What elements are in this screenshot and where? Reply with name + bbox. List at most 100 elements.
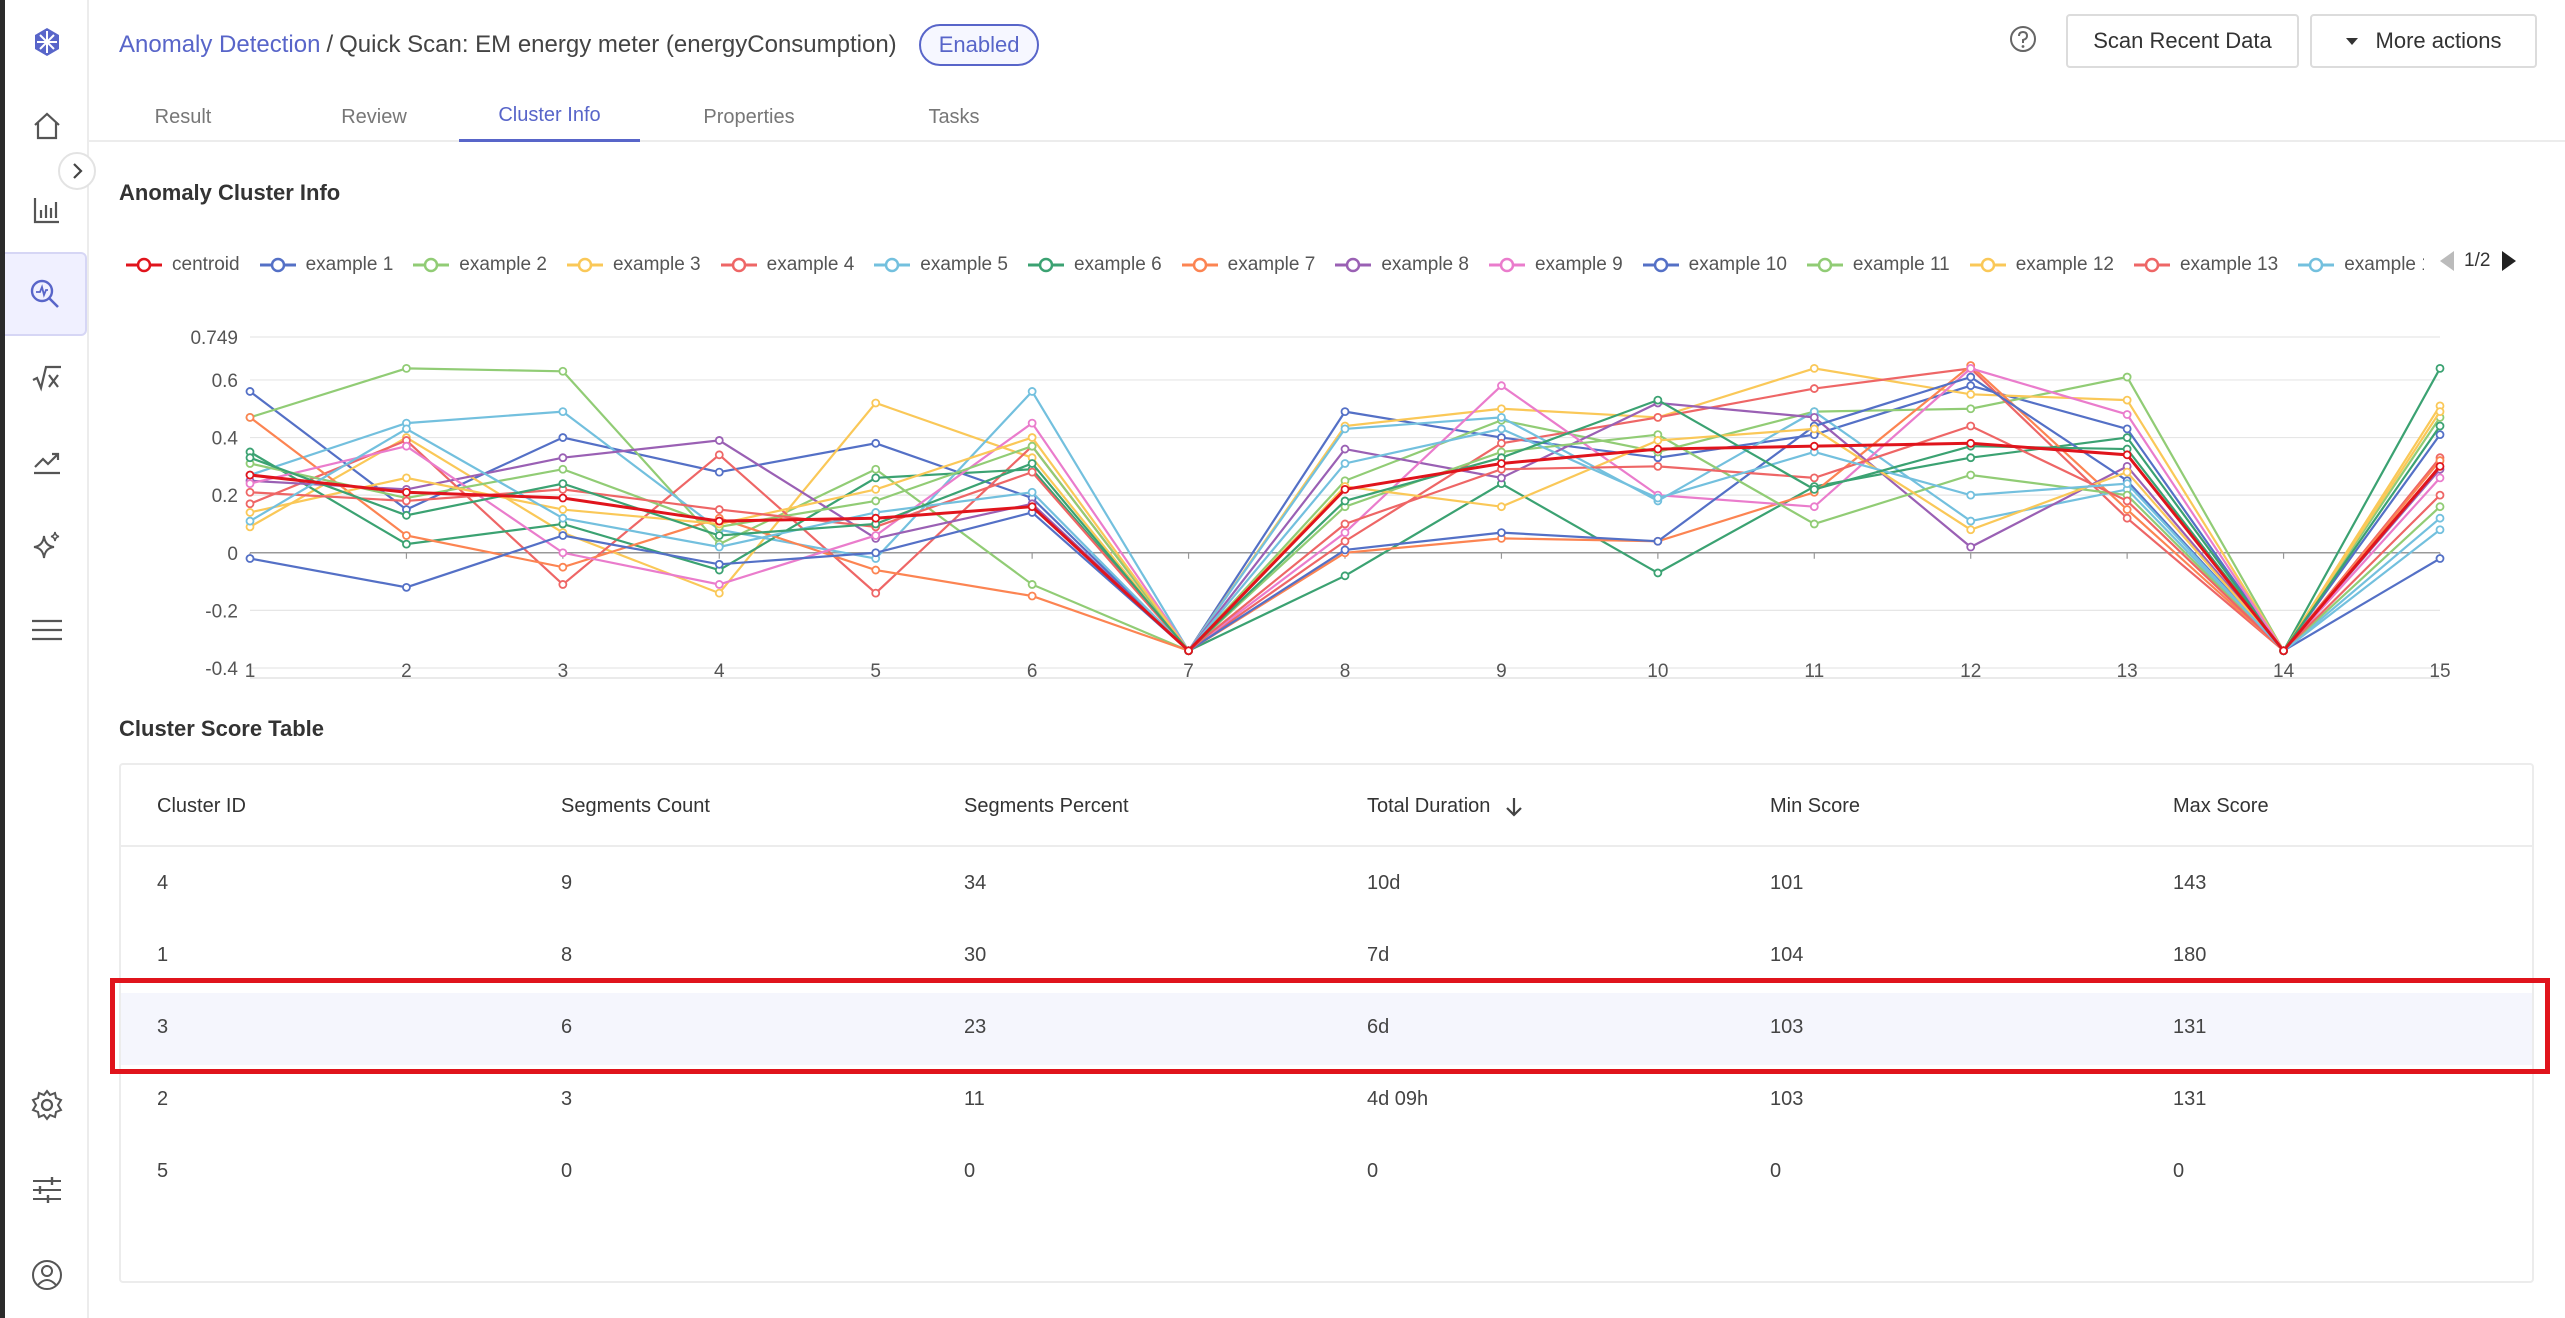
gear-icon[interactable] <box>5 1063 89 1147</box>
data-point <box>1966 490 1976 500</box>
legend-item[interactable]: example 6 <box>1026 254 1162 276</box>
data-point <box>1809 424 1819 434</box>
more-actions-button[interactable]: More actions <box>2310 14 2537 68</box>
data-point <box>245 516 255 526</box>
column-header-label: Min Score <box>1770 795 1861 817</box>
column-header[interactable]: Segments Count <box>561 795 710 818</box>
user-icon[interactable] <box>5 1233 89 1317</box>
data-point <box>1966 453 1976 463</box>
data-point <box>245 387 255 396</box>
sliders-icon[interactable] <box>5 1148 89 1232</box>
column-header[interactable]: Cluster ID <box>157 795 246 818</box>
data-point <box>2122 410 2132 419</box>
legend-item[interactable]: example 13 <box>2132 254 2278 276</box>
data-point <box>1966 381 1976 391</box>
bar-chart-icon[interactable] <box>5 168 89 252</box>
legend-line-marker-icon <box>2298 257 2335 273</box>
legend-item[interactable]: example 9 <box>1487 254 1623 276</box>
tab-result[interactable]: Result <box>154 105 212 128</box>
table-cell: 6 <box>561 1016 573 1038</box>
data-point <box>2122 433 2132 442</box>
legend-label: example 2 <box>459 254 547 275</box>
data-point <box>871 588 881 598</box>
legend-item[interactable]: example 4 <box>719 254 854 276</box>
table-cell: 3 <box>157 1016 169 1038</box>
chevron-right-icon <box>73 163 83 179</box>
legend-item[interactable]: example 7 <box>1180 254 1316 276</box>
tab-tasks[interactable]: Tasks <box>928 105 980 128</box>
data-point <box>1340 407 1350 417</box>
legend-item[interactable]: example 12 <box>1968 254 2114 276</box>
data-point <box>1966 389 1976 399</box>
legend-label: example 5 <box>920 254 1008 275</box>
data-point <box>1027 387 1037 396</box>
x-tick-label: 3 <box>558 661 569 682</box>
tab-properties[interactable]: Properties <box>703 105 795 128</box>
data-point <box>245 453 255 463</box>
legend-prev-icon[interactable] <box>2440 251 2454 271</box>
data-point <box>2435 364 2445 373</box>
sort-descending-icon[interactable] <box>1504 796 1524 818</box>
data-point <box>871 513 881 523</box>
table-row[interactable]: 1 8 30 7d 104 180 <box>121 921 2532 993</box>
table-cell: 3 <box>561 1088 573 1110</box>
breadcrumb-link-anomaly-detection[interactable]: Anomaly Detection <box>119 31 321 58</box>
data-point <box>2435 513 2445 523</box>
data-point <box>1340 424 1350 434</box>
sparkle-icon[interactable] <box>5 504 89 588</box>
x-tick-label: 15 <box>2429 661 2450 682</box>
data-point <box>2122 513 2132 523</box>
legend-item[interactable]: example 10 <box>1641 254 1787 276</box>
legend-label: example 7 <box>1227 254 1316 275</box>
table-row[interactable]: 3 6 23 6d 103 131 <box>121 993 2532 1065</box>
scan-recent-data-button[interactable]: Scan Recent Data <box>2066 14 2299 68</box>
legend-item[interactable]: example 8 <box>1333 254 1469 276</box>
trend-icon[interactable] <box>5 420 89 504</box>
x-tick-label: 8 <box>1340 661 1351 682</box>
table-header-row: Cluster ID Segments Count Segments Percent… <box>121 765 2532 847</box>
data-point <box>245 554 255 563</box>
home-icon[interactable] <box>5 84 89 168</box>
help-icon[interactable] <box>2008 24 2038 54</box>
legend-item[interactable]: example 5 <box>872 254 1008 276</box>
data-point <box>1497 438 1506 448</box>
table-row[interactable]: 4 9 34 10d 101 143 <box>121 849 2532 921</box>
anomaly-search-icon[interactable] <box>5 252 87 336</box>
sidebar-expand-button[interactable] <box>58 152 96 190</box>
column-header[interactable]: Min Score <box>1770 795 1860 818</box>
data-point <box>402 582 411 592</box>
legend-item[interactable]: example 1 <box>258 254 393 276</box>
tab-cluster-info[interactable]: Cluster Info <box>459 92 640 142</box>
logo-icon[interactable] <box>5 0 89 84</box>
table-row[interactable]: 5 0 0 0 0 0 <box>121 1137 2532 1209</box>
data-point <box>1809 412 1819 422</box>
column-header[interactable]: Total Duration <box>1367 795 1524 818</box>
legend-item[interactable]: example 3 <box>565 254 701 276</box>
data-point <box>2279 646 2288 656</box>
tab-review[interactable]: Review <box>341 105 407 128</box>
legend-item[interactable]: example 2 <box>411 254 547 276</box>
legend-item[interactable]: example 14 <box>2296 254 2424 276</box>
table-cell: 11 <box>964 1088 985 1110</box>
legend-item[interactable]: centroid <box>124 254 240 276</box>
column-header[interactable]: Max Score <box>2173 795 2269 818</box>
y-tick-label: -0.2 <box>205 601 238 622</box>
legend-line-marker-icon <box>1806 257 1843 273</box>
data-point <box>245 499 255 509</box>
data-point <box>1809 364 1819 373</box>
table-cell: 8 <box>561 944 573 966</box>
data-point <box>1653 436 1663 445</box>
table-row[interactable]: 2 3 11 4d 09h 103 131 <box>121 1065 2532 1137</box>
column-header[interactable]: Segments Percent <box>964 795 1129 818</box>
data-point <box>1809 519 1819 529</box>
data-point <box>1340 571 1350 581</box>
legend-next-icon[interactable] <box>2502 251 2517 271</box>
column-header-label: Total Duration <box>1367 795 1491 817</box>
formula-icon[interactable] <box>5 336 89 420</box>
legend-item[interactable]: example 11 <box>1805 254 1950 276</box>
caret-down-icon <box>2345 37 2358 45</box>
data-point <box>1027 433 1037 442</box>
menu-icon[interactable] <box>5 588 89 672</box>
y-tick-label: 0.6 <box>212 371 238 392</box>
